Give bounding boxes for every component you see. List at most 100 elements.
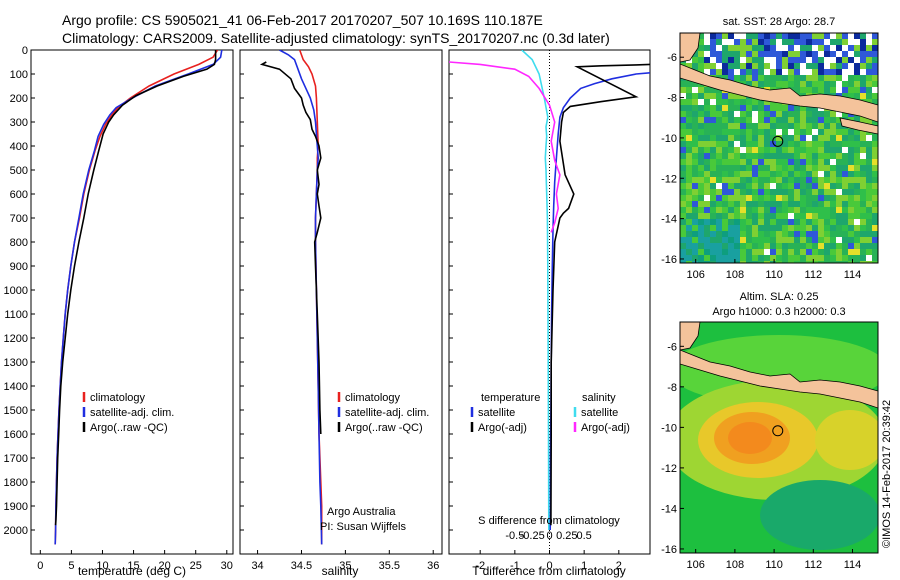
x-tick-label: 25 [190,560,202,572]
sumatra-landmass [680,33,701,63]
map-x-tick-label: 114 [844,559,862,571]
temperature-plot-frame [30,49,234,555]
legend-label: Argo(..raw -QC) [345,422,423,434]
legend-label: climatology [90,392,146,404]
map-x-tick-label: 110 [765,559,783,571]
series-line-salinity-argo-adj- [449,61,561,233]
y-tick-label: 600 [10,189,28,201]
map-y-tick-label: -6 [667,341,677,353]
sst-map-panel: sat. SST: 28 Argo: 28.7 106 108 110 112 114 -… [661,16,879,281]
legend-label: Argo(-adj) [581,422,630,434]
map-y-tick-label: -6 [667,52,677,64]
salinity-annotation-line-1: Argo Australia [327,506,396,518]
x-tick-label: 1 [581,560,587,572]
map-y-tick-label: -16 [661,544,677,556]
top-tick-label: 0.25 [556,530,577,542]
y-tick-label: 900 [10,261,28,273]
x-tick-label: 35.5 [379,560,400,572]
series-line-temperature-argo-adj- [550,63,650,526]
series-line-salinity-satellite [521,50,550,531]
map-x-tick-label: 106 [687,269,705,281]
y-tick-label: 400 [10,141,28,153]
map-y-tick-label: -12 [661,173,677,185]
map-y-tick-label: -14 [661,503,677,515]
temperature-panel: 0 100 200 300 400 500 600 700 800 900 1000 1100 1200… [4,45,234,578]
legend-label: satellite-adj. clim. [345,407,429,419]
top-tick-label: -0.5 [505,530,524,542]
y-tick-label: 100 [10,69,28,81]
map-y-tick-label: -10 [661,133,677,145]
legend-label: Argo(-adj) [478,422,527,434]
x-tick-label: 2 [616,560,622,572]
island-landmass [839,117,878,135]
series-line-satellite-adj-clim- [279,50,323,545]
top-tick-label: 0.5 [577,530,592,542]
salinity-difference-axis-label: S difference from climatology [478,515,620,527]
x-tick-label: 34 [251,560,263,572]
x-tick-label: 34.5 [291,560,312,572]
difference-x-axis-label: T difference from climatology [472,564,626,578]
y-tick-label: 1200 [4,333,28,345]
x-tick-label: 15 [127,560,139,572]
x-tick-label: 0 [546,560,552,572]
salinity-annotation-line-2: PI: Susan Wijffels [320,521,406,533]
y-tick-label: 1700 [4,453,28,465]
map-y-tick-label: -8 [667,93,677,105]
legend-header-temperature: temperature [481,392,540,404]
map-x-tick-label: 108 [726,559,744,571]
sst-map-title: sat. SST: 28 Argo: 28.7 [723,16,836,28]
sla-map-panel: Altim. SLA: 0.25 Argo h1000: 0.3 h2000: … [661,291,879,571]
sla-map-subtitle: Argo h1000: 0.3 h2000: 0.3 [712,306,845,318]
y-tick-label: 1000 [4,285,28,297]
java-landmass-sla [680,349,878,409]
legend-label: satellite-adj. clim. [90,407,174,419]
x-tick-label: 30 [221,560,233,572]
salinity-plot-frame [239,49,443,555]
x-tick-label: 10 [96,560,108,572]
map-y-tick-label: -16 [661,254,677,266]
sla-profile-location-marker [772,425,784,437]
y-tick-label: 1600 [4,429,28,441]
x-tick-label: 35 [339,560,351,572]
x-tick-label: -1 [510,560,520,572]
y-tick-label: 700 [10,213,28,225]
salinity-x-axis-label: salinity [322,564,359,578]
map-x-tick-label: 114 [844,269,862,281]
legend-label: Argo(..raw -QC) [90,422,168,434]
y-tick-label: 1900 [4,501,28,513]
sumatra-landmass-sla [680,322,701,351]
y-tick-label: 300 [10,117,28,129]
y-tick-label: 0 [22,45,28,57]
series-line-argo-raw-qc- [259,61,322,435]
legend-label: satellite [478,407,515,419]
x-tick-label: -2 [475,560,485,572]
y-tick-label: 1800 [4,477,28,489]
map-x-tick-label: 108 [726,269,744,281]
salinity-panel: 34 34.5 35 35.5 36 climatology satellite-adj.… [239,49,443,578]
y-tick-label: 1500 [4,405,28,417]
x-tick-label: 5 [68,560,74,572]
y-tick-label: 1300 [4,357,28,369]
map-y-tick-label: -14 [661,214,677,226]
header-line-2: Climatology: CARS2009. Satellite-adjuste… [62,30,610,46]
header-line-1: Argo profile: CS 5905021_41 06-Feb-2017 … [62,12,543,28]
map-x-tick-label: 112 [805,559,823,571]
java-landmass [680,63,878,123]
y-tick-label: 800 [10,237,28,249]
series-line-argo-raw-qc- [54,50,217,526]
legend-label: climatology [345,392,401,404]
temperature-x-axis-label: temperature (deg C) [78,564,186,578]
x-tick-label: 20 [159,560,171,572]
map-y-tick-label: -8 [667,382,677,394]
y-tick-label: 500 [10,165,28,177]
top-tick-label: -0.25 [520,530,545,542]
sla-map-title: Altim. SLA: 0.25 [740,291,819,303]
y-tick-label: 200 [10,93,28,105]
map-x-tick-label: 110 [765,269,783,281]
sst-profile-location-marker [772,135,784,147]
y-tick-label: 1100 [4,309,28,321]
y-tick-label: 2000 [4,525,28,537]
legend-label: satellite [581,407,618,419]
